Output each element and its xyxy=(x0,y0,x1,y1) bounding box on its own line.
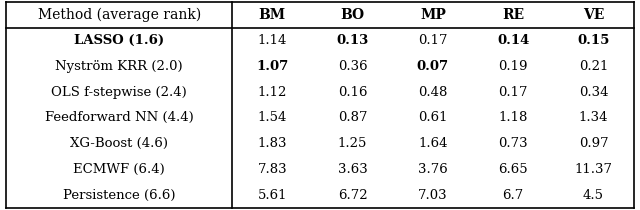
Text: 0.34: 0.34 xyxy=(579,86,608,99)
Text: 1.54: 1.54 xyxy=(258,111,287,124)
Text: 7.83: 7.83 xyxy=(257,163,287,176)
Text: 0.61: 0.61 xyxy=(418,111,447,124)
Text: 3.76: 3.76 xyxy=(418,163,448,176)
Text: XG-Boost (4.6): XG-Boost (4.6) xyxy=(70,137,168,150)
Text: 0.14: 0.14 xyxy=(497,34,529,47)
Text: LASSO (1.6): LASSO (1.6) xyxy=(74,34,164,47)
Text: 0.19: 0.19 xyxy=(499,60,528,73)
Text: 1.14: 1.14 xyxy=(258,34,287,47)
Text: 6.7: 6.7 xyxy=(502,189,524,202)
Text: 0.97: 0.97 xyxy=(579,137,608,150)
Text: 1.83: 1.83 xyxy=(257,137,287,150)
Text: MP: MP xyxy=(420,8,446,22)
Text: RE: RE xyxy=(502,8,524,22)
Text: Method (average rank): Method (average rank) xyxy=(38,8,201,22)
Text: OLS f-stepwise (2.4): OLS f-stepwise (2.4) xyxy=(51,86,187,99)
Text: 0.36: 0.36 xyxy=(338,60,367,73)
Text: 0.17: 0.17 xyxy=(499,86,528,99)
Text: BO: BO xyxy=(340,8,365,22)
Text: 11.37: 11.37 xyxy=(575,163,612,176)
Text: ECMWF (6.4): ECMWF (6.4) xyxy=(74,163,165,176)
Text: 6.65: 6.65 xyxy=(499,163,528,176)
Text: 0.73: 0.73 xyxy=(499,137,528,150)
Text: VE: VE xyxy=(583,8,604,22)
Text: Feedforward NN (4.4): Feedforward NN (4.4) xyxy=(45,111,194,124)
Text: 0.07: 0.07 xyxy=(417,60,449,73)
Text: 1.12: 1.12 xyxy=(258,86,287,99)
Text: 1.34: 1.34 xyxy=(579,111,608,124)
Text: 1.25: 1.25 xyxy=(338,137,367,150)
Text: BM: BM xyxy=(259,8,286,22)
Text: Nyström KRR (2.0): Nyström KRR (2.0) xyxy=(56,60,183,73)
Text: 0.48: 0.48 xyxy=(418,86,447,99)
Text: 0.87: 0.87 xyxy=(338,111,367,124)
Text: 0.21: 0.21 xyxy=(579,60,608,73)
Text: 0.13: 0.13 xyxy=(337,34,369,47)
Text: 1.18: 1.18 xyxy=(499,111,528,124)
Text: 7.03: 7.03 xyxy=(418,189,448,202)
Text: 0.15: 0.15 xyxy=(577,34,610,47)
Text: Persistence (6.6): Persistence (6.6) xyxy=(63,189,175,202)
Text: 0.16: 0.16 xyxy=(338,86,367,99)
Text: 3.63: 3.63 xyxy=(338,163,367,176)
Text: 1.07: 1.07 xyxy=(256,60,289,73)
Text: 0.17: 0.17 xyxy=(418,34,447,47)
Text: 6.72: 6.72 xyxy=(338,189,367,202)
Text: 1.64: 1.64 xyxy=(418,137,447,150)
Text: 4.5: 4.5 xyxy=(583,189,604,202)
Text: 5.61: 5.61 xyxy=(257,189,287,202)
